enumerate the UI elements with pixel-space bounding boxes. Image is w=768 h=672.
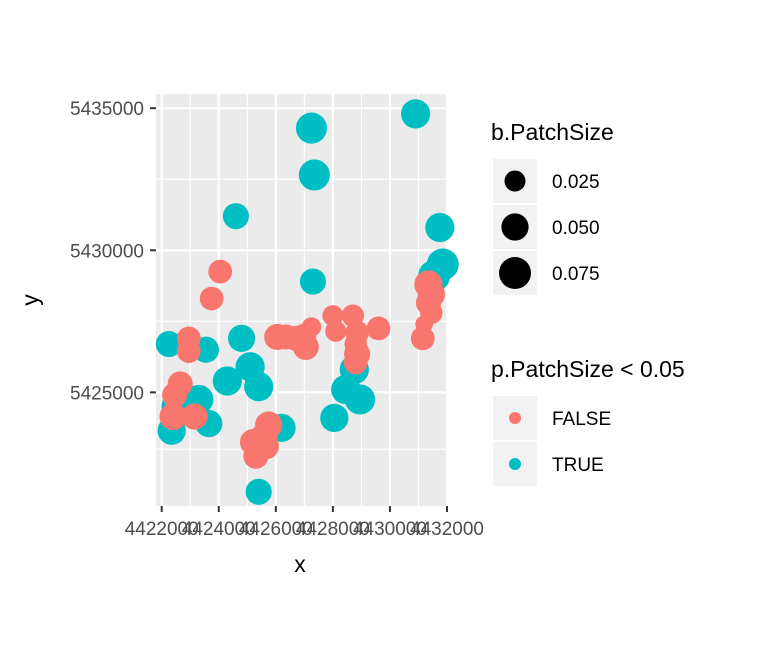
x-tick-label: 4432000 (410, 519, 484, 540)
data-point (244, 372, 274, 402)
x-tick-label: 4428000 (296, 519, 370, 540)
data-point (208, 259, 233, 284)
y-tick-label: 5435000 (70, 99, 144, 120)
data-point (410, 326, 435, 351)
x-tick-label: 4426000 (239, 519, 313, 540)
data-point (295, 112, 328, 144)
data-point (243, 443, 269, 469)
color-legend-label: FALSE (552, 409, 611, 430)
size-legend-symbol (504, 170, 526, 192)
data-point (325, 320, 347, 342)
data-point (425, 212, 455, 243)
color-legend-symbol (509, 458, 521, 470)
size-legend-label: 0.025 (552, 172, 600, 193)
data-point (343, 350, 368, 375)
major-gridlines (156, 94, 449, 506)
data-point (181, 403, 208, 430)
size-legend: b.PatchSize 0.025 0.050 0.075 (491, 119, 614, 295)
data-point (245, 478, 272, 505)
data-point (344, 332, 367, 356)
color-legend-title: p.PatchSize < 0.05 (491, 356, 685, 382)
data-point (227, 324, 256, 352)
data-point (400, 99, 431, 129)
data-point (301, 317, 322, 337)
data-point (212, 366, 242, 396)
data-point (176, 339, 201, 364)
data-point (298, 159, 330, 191)
size-legend-keys: 0.025 0.050 0.075 (493, 159, 600, 295)
data-points (155, 99, 459, 505)
size-legend-title: b.PatchSize (491, 119, 614, 145)
y-tick-label: 5425000 (70, 383, 144, 404)
y-axis-title: y (17, 294, 43, 306)
y-axis: 5425000 5430000 5435000 (70, 99, 156, 404)
y-tick-label: 5430000 (70, 241, 144, 262)
data-point (162, 382, 188, 408)
data-point (341, 304, 365, 327)
color-legend-label: TRUE (552, 455, 604, 476)
size-legend-symbol (501, 213, 529, 241)
x-axis: 4422000442400044260004428000443000044320… (125, 506, 484, 540)
x-tick-label: 4430000 (353, 519, 427, 540)
data-point (299, 268, 326, 295)
size-legend-label: 0.050 (552, 218, 600, 239)
size-legend-symbol (499, 257, 531, 289)
data-point (320, 403, 349, 433)
x-axis-title: x (294, 551, 306, 577)
data-point (159, 402, 187, 431)
x-tick-label: 4422000 (125, 519, 199, 540)
data-point (331, 374, 361, 405)
data-point (155, 330, 182, 358)
data-point (322, 305, 344, 327)
color-legend-keys: FALSE TRUE (493, 396, 611, 486)
color-legend-symbol (509, 412, 521, 424)
x-tick-label: 4424000 (182, 519, 256, 540)
data-point (222, 203, 249, 230)
data-point (415, 315, 433, 333)
panel-background (156, 94, 447, 506)
data-point (366, 316, 391, 341)
size-legend-label: 0.075 (552, 264, 600, 285)
color-legend: p.PatchSize < 0.05 FALSE TRUE (491, 356, 685, 486)
data-point (199, 286, 224, 311)
